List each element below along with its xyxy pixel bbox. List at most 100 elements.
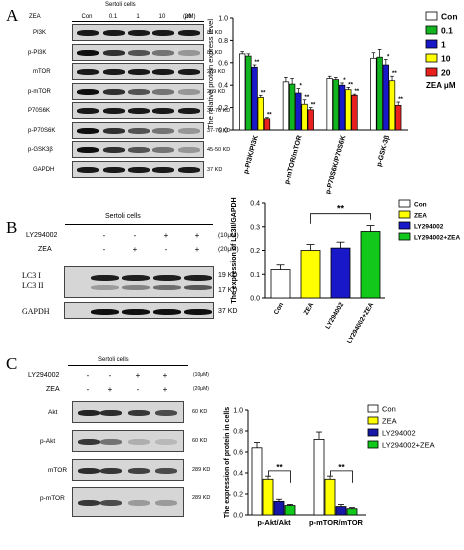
blot-a-kd-label: 289 KD: [207, 88, 226, 95]
chart-b-bar: [300, 250, 321, 299]
blot-a-band: [77, 49, 99, 56]
blot-c-treatment-label: LY294002: [28, 372, 60, 379]
blot-b-kd-label: 19 KD: [218, 272, 238, 279]
blot-a-band: [178, 69, 200, 75]
blot-c-band: [78, 410, 100, 416]
blot-a-membrane: [72, 63, 204, 80]
blot-a-kd-label: 85 KD: [207, 49, 223, 56]
blot-a-row-label: PI3K: [33, 30, 47, 36]
chart-a-legend-label: 0.1: [441, 26, 453, 36]
chart-c-legend-label: Con: [382, 405, 396, 414]
blot-c-membrane: [72, 430, 184, 452]
blot-a-band: [128, 69, 150, 75]
panel-b-bar-chart: 0.0 0.1 0.2 0.3 0.4 The expression of LC3II/G…: [231, 197, 461, 343]
chart-a-significance: **: [261, 90, 266, 96]
blot-a-band: [178, 30, 200, 36]
blot-c-band: [100, 410, 122, 416]
chart-a-significance: **: [398, 97, 403, 103]
chart-c-y-tick-label: 1.0: [233, 408, 243, 415]
blot-b-sign: -: [102, 245, 106, 254]
blot-a-band: [152, 147, 174, 153]
blot-b-dose: (20μM): [218, 246, 239, 253]
blot-a-band: [103, 147, 125, 153]
chart-c-bar: [313, 439, 325, 516]
blot-a-band: [152, 127, 174, 134]
blot-a-band: [178, 49, 200, 56]
blot-c-band: [78, 500, 100, 506]
blot-a-band: [128, 147, 150, 153]
chart-a-y-tick-label: 1.0: [218, 16, 228, 23]
chart-b-category-label: Con: [273, 301, 285, 315]
chart-b-y-tick-label: 0.4: [250, 201, 260, 208]
blot-b-sign: +: [194, 231, 200, 240]
blot-a-membrane: [72, 43, 204, 61]
blot-a-zea-label: ZEA: [29, 14, 41, 20]
blot-c-band: [78, 439, 100, 445]
blot-b-band: [91, 309, 119, 315]
chart-a-bar: [282, 81, 290, 131]
chart-a-bar: [332, 79, 340, 131]
chart-c-legend-swatch: [367, 428, 379, 437]
chart-a-significance: **: [354, 89, 359, 95]
blot-c-dose: (10μM): [193, 372, 209, 378]
blot-a-band: [152, 88, 174, 95]
blot-a-row-label: p-P70S6K: [28, 127, 56, 134]
blot-c-sign: -: [108, 371, 112, 380]
chart-a-bar: [395, 105, 402, 131]
blot-b-row-label: GAPDH: [22, 307, 50, 316]
blot-b-band: [184, 285, 212, 290]
blot-a-band: [178, 88, 200, 95]
blot-c-title: Sertoli cells: [98, 357, 129, 363]
chart-b-category-label: ZEA: [303, 301, 316, 316]
blot-c-band: [128, 439, 150, 445]
blot-a-band: [152, 49, 174, 56]
chart-c-category-label: p-Akt/Akt: [257, 518, 291, 527]
blot-c-sign: +: [135, 371, 141, 380]
blot-b-band: [184, 275, 212, 281]
chart-a-bar: [288, 83, 296, 131]
chart-b-legend-label: LY294002+ZEA: [414, 235, 461, 242]
blot-a-band: [77, 88, 99, 95]
blot-b-kd-label: 17 KD: [218, 287, 238, 294]
blot-b-band: [91, 285, 119, 290]
chart-c-significance-bracket: [268, 470, 291, 483]
chart-b-category-label: LY294002+ZEA: [346, 301, 375, 343]
blot-a-band: [178, 166, 200, 173]
chart-a-significance: *: [343, 78, 346, 84]
chart-a-category-label: p-GSK-3β: [376, 134, 391, 168]
blot-c-title-line: [68, 365, 188, 366]
blot-c-band: [128, 468, 150, 474]
blot-a-lane-label: 20: [184, 14, 192, 20]
chart-a-bar: [239, 53, 246, 131]
blot-b-dose: (10μM): [218, 232, 239, 239]
blot-c-row-label: p-mTOR: [40, 495, 65, 502]
chart-a-significance: **: [348, 82, 353, 88]
chart-a-y-tick-label: 0.6: [218, 60, 228, 67]
chart-a-significance: **: [267, 113, 272, 119]
blot-a-band: [103, 69, 125, 75]
blot-a-band: [152, 69, 174, 75]
blot-c-sign: -: [136, 385, 140, 394]
chart-a-legend-label: Con: [441, 12, 458, 22]
chart-a-bar: [263, 118, 271, 131]
blot-a-lane-line: [72, 21, 204, 22]
blot-c-kd-label: 289 KD: [192, 495, 211, 501]
blot-c-band: [128, 410, 150, 416]
blot-a-kd-label: 45-50 KD: [207, 147, 231, 153]
chart-a-significance: **: [255, 60, 260, 66]
blot-b-band: [91, 275, 119, 281]
blot-c-sign: +: [162, 385, 168, 394]
chart-c-legend-swatch: [367, 416, 379, 425]
chart-a-significance: **: [304, 95, 309, 101]
chart-a-bar: [257, 97, 264, 131]
blot-b-band: [122, 275, 150, 281]
chart-b-y-tick-label: 0.3: [250, 224, 260, 231]
blot-a-band: [103, 166, 125, 173]
chart-a-bar: [351, 94, 358, 131]
blot-c-membrane: [72, 401, 184, 423]
chart-b-bar: [360, 231, 381, 299]
chart-a-bar: [326, 78, 333, 131]
chart-c-y-tick-label: 0.8: [233, 429, 243, 436]
blot-a-lane-label: 1: [136, 14, 140, 20]
